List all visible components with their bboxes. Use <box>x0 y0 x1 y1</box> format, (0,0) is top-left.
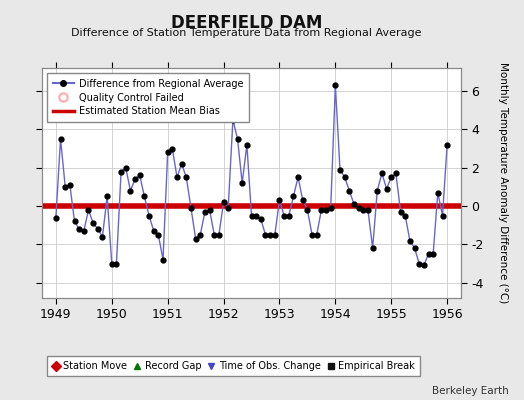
Legend: Station Move, Record Gap, Time of Obs. Change, Empirical Break: Station Move, Record Gap, Time of Obs. C… <box>47 356 420 376</box>
Text: Berkeley Earth: Berkeley Earth <box>432 386 508 396</box>
Text: DEERFIELD DAM: DEERFIELD DAM <box>171 14 322 32</box>
Text: Difference of Station Temperature Data from Regional Average: Difference of Station Temperature Data f… <box>71 28 421 38</box>
Y-axis label: Monthly Temperature Anomaly Difference (°C): Monthly Temperature Anomaly Difference (… <box>498 62 508 304</box>
